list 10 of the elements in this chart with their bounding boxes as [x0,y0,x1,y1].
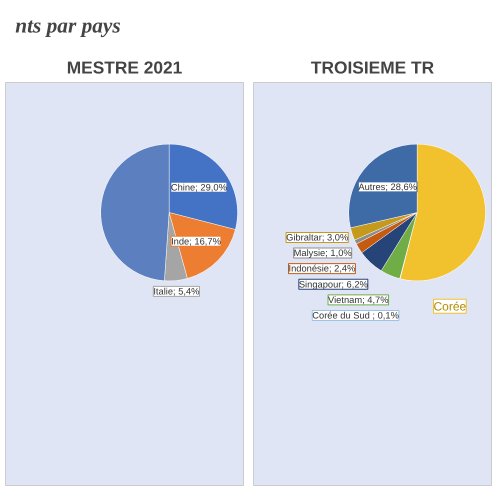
data-label: Malysie; 1,0% [294,248,352,258]
data-label: Corée du Sud ; 0,1% [312,310,399,320]
data-label: Inde; 16,7% [171,236,221,246]
text: Corée [434,299,467,314]
data-label: Italie; 5,4% [153,286,200,296]
chart-title: TROISIEME TR [310,58,435,78]
chart-title: MESTRE 2021 [66,58,183,78]
data-label: Gibraltar; 3,0% [286,232,348,242]
text: nts par pays [15,14,121,38]
data-label: Indonésie; 2,4% [288,264,356,274]
